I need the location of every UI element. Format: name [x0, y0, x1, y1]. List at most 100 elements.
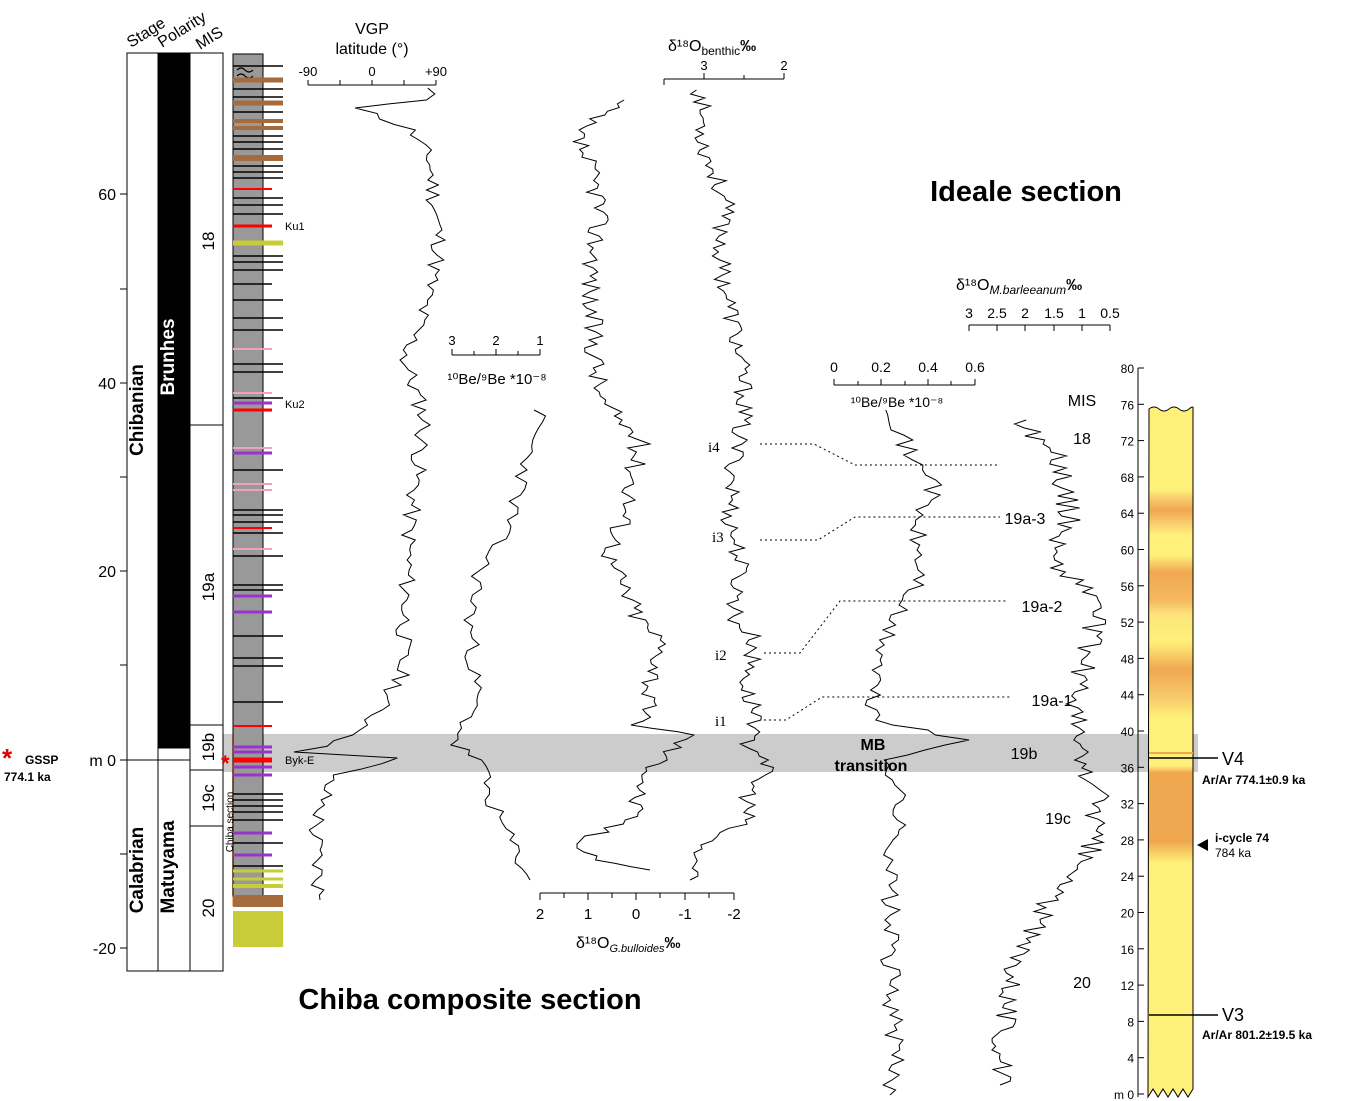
gbulloides-title-main: δ¹⁸O	[576, 935, 609, 952]
ideale-mis-19b: 19b	[1011, 746, 1038, 763]
gssp-level-star-icon: *	[221, 751, 230, 776]
benthic-title-main: δ¹⁸O	[668, 38, 701, 55]
be-chiba-curve	[449, 409, 547, 881]
ideale-depth-label: 16	[1121, 943, 1135, 957]
gbulloides-title-unit: ‰	[664, 935, 680, 952]
vgp-curve	[293, 87, 447, 901]
vgp-title: VGP	[355, 21, 389, 38]
ideale-depth-label: 44	[1121, 689, 1135, 703]
mis-label-19a: 19a	[199, 572, 218, 601]
ideale-depth-label: 4	[1127, 1052, 1134, 1066]
grey-lithology-bar	[232, 53, 264, 897]
correlation-i3	[760, 516, 1000, 541]
gssp-age: 774.1 ka	[4, 770, 51, 784]
v3-label: V3	[1222, 1005, 1244, 1025]
depth-label-60: 60	[98, 187, 116, 204]
tephra-layers	[233, 65, 283, 907]
gbulloides-tick-label: -2	[727, 906, 740, 923]
icycle-i3: i3	[712, 530, 724, 546]
vgp-tick-label: 0	[368, 64, 375, 79]
barleeanum-curve	[991, 419, 1110, 1086]
gbulloides-curve	[571, 99, 696, 871]
be-chiba-tick-label: 1	[536, 333, 543, 348]
gssp-star-icon: *	[2, 743, 13, 773]
be-ideale-tick-label: 0.6	[965, 359, 985, 375]
benthic-tick-label: 2	[780, 58, 787, 73]
ideale-mis-18: 18	[1073, 431, 1091, 448]
correlation-lines	[760, 443, 1010, 721]
mb-transition-line1: MB	[861, 737, 886, 754]
depth-label-minus20: -20	[93, 941, 116, 958]
icycle-i1: i1	[715, 714, 727, 730]
barleeanum-tick-label: 1.5	[1044, 305, 1064, 321]
gbulloides-tick-label: -1	[678, 906, 691, 923]
chiba-title: Chiba composite section	[298, 984, 641, 1016]
icycle-i2: i2	[715, 648, 727, 664]
gbulloides-axis: 2 1 0 -1 -2 δ¹⁸OG.bulloides‰	[536, 892, 741, 955]
barleeanum-tick-label: 2	[1021, 305, 1029, 321]
tephra-ku2: Ku2	[285, 399, 305, 411]
yellowgreen-base	[233, 911, 283, 947]
be-ideale-curve	[864, 409, 970, 1096]
be-chiba-tick-label: 3	[448, 333, 455, 348]
mis-label-20: 20	[199, 899, 218, 918]
depth-label-0: m 0	[89, 753, 116, 770]
gbulloides-tick-label: 1	[584, 906, 592, 923]
barleeanum-axis: 3 2.5 2 1.5 1 0.5 δ¹⁸OM.barleeanum‰	[956, 277, 1120, 331]
ideale-depth-label: 20	[1121, 907, 1135, 921]
vgp-subtitle: latitude (°)	[335, 41, 408, 58]
be-ideale-tick-label: 0.2	[871, 359, 891, 375]
be-chiba-tick-label: 2	[492, 333, 499, 348]
ideale-mis-20: 20	[1073, 975, 1091, 992]
be-ideale-tick-label: 0	[830, 359, 838, 375]
depth-label-20: 20	[98, 564, 116, 581]
barleeanum-title: δ¹⁸OM.barleeanum‰	[956, 277, 1082, 297]
benthic-curve	[689, 89, 775, 881]
gbulloides-title-sub: G.bulloides	[609, 943, 665, 955]
polarity-brunhes: Brunhes	[158, 318, 179, 395]
v4-age: Ar/Ar 774.1±0.9 ka	[1202, 773, 1306, 787]
gbulloides-title: δ¹⁸OG.bulloides‰	[576, 935, 680, 955]
ideale-depth-label: 8	[1127, 1015, 1134, 1029]
mis-label-19b: 19b	[199, 733, 218, 761]
icycle-74-age: 784 ka	[1215, 846, 1251, 860]
gbulloides-tick-label: 0	[632, 906, 640, 923]
benthic-title: δ¹⁸Obenthic‰	[668, 38, 756, 58]
depth-ticks: 60 40 20 m 0 -20	[89, 187, 127, 958]
correlation-i4	[760, 443, 1000, 466]
ideale-mis-19c: 19c	[1045, 811, 1071, 828]
ideale-depth-label: 12	[1121, 979, 1135, 993]
ideale-mis-19a-3: 19a-3	[1005, 511, 1046, 528]
be-chiba-title: ¹⁰Be/⁹Be *10⁻⁸	[447, 371, 546, 388]
barleeanum-title-sub: M.barleeanum	[989, 283, 1066, 297]
gssp-label: GSSP	[25, 753, 58, 767]
polarity-matuyama: Matuyama	[158, 820, 179, 913]
benthic-tick-label: 3	[700, 58, 707, 73]
barleeanum-title-unit: ‰	[1066, 277, 1082, 294]
ideale-depth-label: 68	[1121, 471, 1135, 485]
ideale-depth-label: 48	[1121, 652, 1135, 666]
gbulloides-tick-label: 2	[536, 906, 544, 923]
benthic-title-unit: ‰	[740, 38, 756, 55]
barleeanum-tick-label: 1	[1078, 305, 1086, 321]
barleeanum-tick-label: 3	[965, 305, 973, 321]
mis-label-19c: 19c	[199, 784, 218, 812]
mb-transition-line2: transition	[835, 758, 908, 775]
ideale-depth-label: m 0	[1114, 1088, 1134, 1101]
ideale-depth-label: 28	[1121, 834, 1135, 848]
be-ideale-title: ¹⁰Be/⁹Be *10⁻⁸	[851, 394, 944, 410]
icycle-74-label: i-cycle 74	[1215, 831, 1269, 845]
benthic-axis: 3 2 δ¹⁸Obenthic‰	[663, 38, 788, 85]
ideale-mis-19a-2: 19a-2	[1022, 599, 1063, 616]
data-curves	[293, 87, 1110, 1096]
ideale-mis-19a-1: 19a-1	[1032, 693, 1073, 710]
ideale-depth-label: 64	[1121, 507, 1135, 521]
icycle-pointer-icon	[1197, 839, 1208, 851]
tephra-byk-e: Byk-E	[285, 755, 314, 767]
barleeanum-tick-label: 0.5	[1100, 305, 1120, 321]
be-chiba-axis: 3 2 1 ¹⁰Be/⁹Be *10⁻⁸	[447, 333, 546, 388]
ideale-depth-label: 24	[1121, 870, 1135, 884]
v4-label: V4	[1222, 749, 1244, 769]
icycle-i4: i4	[708, 440, 720, 456]
